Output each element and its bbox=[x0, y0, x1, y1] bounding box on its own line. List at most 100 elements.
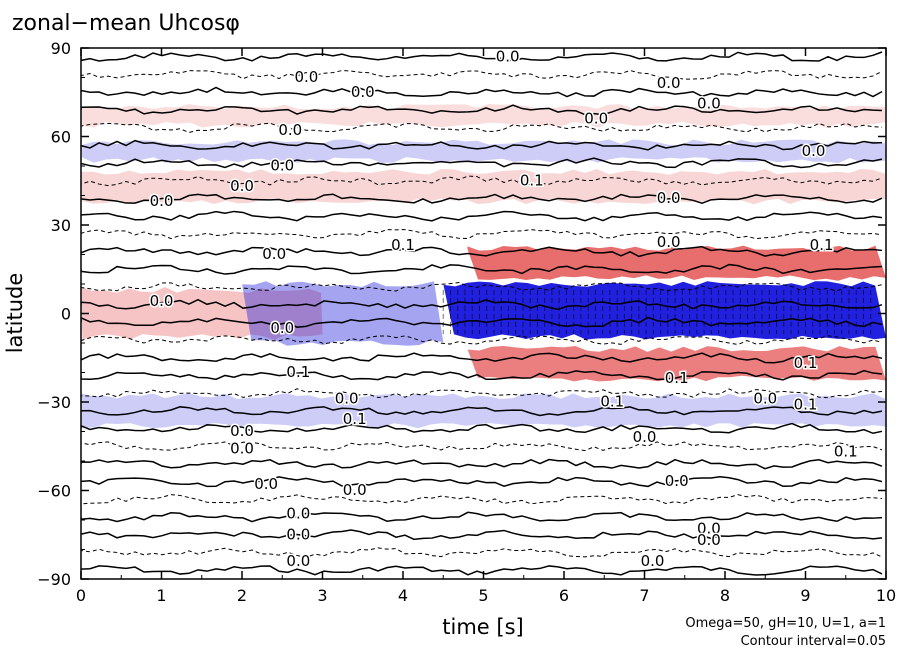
contour-label: 0.0 bbox=[278, 121, 302, 139]
x-tick-label: 4 bbox=[398, 586, 408, 605]
contour-label: 0.0 bbox=[270, 157, 294, 175]
contour-label: 0.1 bbox=[391, 236, 415, 254]
contour-label: 0.0 bbox=[753, 390, 777, 408]
negative-band bbox=[242, 281, 444, 346]
x-axis-label: time [s] bbox=[442, 615, 523, 639]
contour-line bbox=[81, 316, 883, 328]
contour-line bbox=[81, 157, 883, 169]
contour-label: 0.0 bbox=[697, 95, 721, 113]
contour-label: 0.0 bbox=[286, 505, 310, 523]
contour-line bbox=[81, 229, 883, 240]
contour-line bbox=[81, 406, 883, 417]
contour-label: 0.1 bbox=[665, 369, 689, 387]
y-tick-label: 60 bbox=[51, 128, 71, 147]
x-tick-label: 9 bbox=[800, 586, 810, 605]
x-tick-label: 2 bbox=[237, 586, 247, 605]
contour-line bbox=[81, 475, 883, 488]
negative-band bbox=[81, 393, 886, 429]
contour-label: 0.0 bbox=[697, 519, 721, 537]
contour-line bbox=[81, 69, 883, 80]
contour-label: 0.0 bbox=[584, 109, 608, 127]
y-tick-label: 0 bbox=[61, 305, 71, 324]
x-tick-label: 8 bbox=[720, 586, 730, 605]
chart-title: zonal−mean Uhcosφ bbox=[12, 11, 240, 36]
x-tick-label: 5 bbox=[478, 586, 488, 605]
contour-line bbox=[81, 458, 883, 470]
contour-label: 0.0 bbox=[665, 472, 689, 490]
y-tick-label: 30 bbox=[51, 216, 71, 235]
x-tick-label: 6 bbox=[559, 586, 569, 605]
contour-label: 0.0 bbox=[150, 292, 174, 310]
contour-label: 0.1 bbox=[794, 395, 818, 413]
contour-line bbox=[81, 422, 883, 435]
x-tick-label: 7 bbox=[639, 586, 649, 605]
x-tick-label: 3 bbox=[317, 586, 327, 605]
contour-label: 0.0 bbox=[697, 531, 721, 549]
contour-line bbox=[81, 529, 883, 541]
contour-label: 0.0 bbox=[657, 189, 681, 207]
contour-label: 0.0 bbox=[641, 552, 665, 570]
contour-label: 0.1 bbox=[600, 393, 624, 411]
contour-line bbox=[81, 193, 883, 204]
contour-line bbox=[81, 547, 883, 558]
contour-label: 0.0 bbox=[633, 428, 657, 446]
contour-label: 0.1 bbox=[834, 443, 858, 461]
contour-label: 0.0 bbox=[351, 83, 375, 101]
y-tick-label: −90 bbox=[37, 570, 71, 589]
contour-label: 0.0 bbox=[230, 422, 254, 440]
contour-line bbox=[81, 511, 883, 523]
parameter-note: Omega=50, gH=10, U=1, a=1 bbox=[685, 616, 886, 631]
shading-layer bbox=[81, 104, 886, 429]
contour-line bbox=[81, 263, 883, 275]
contour-label: 0.1 bbox=[810, 236, 834, 254]
contour-label: 0.0 bbox=[657, 74, 681, 92]
contour-label: 0.0 bbox=[294, 68, 318, 86]
x-tick-label: 10 bbox=[876, 586, 896, 605]
contour-label: 0.0 bbox=[657, 233, 681, 251]
positive-band bbox=[81, 168, 886, 205]
contour-label: 0.1 bbox=[286, 363, 310, 381]
contour-line bbox=[81, 335, 883, 346]
contour-line bbox=[81, 352, 883, 364]
negative-band bbox=[81, 139, 886, 164]
x-tick-label: 0 bbox=[76, 586, 86, 605]
plot-area: 0.00.0 0.00.00.00.00.00.00.00.10.00.0 0.00… bbox=[81, 47, 886, 579]
x-tick-label: 1 bbox=[156, 586, 166, 605]
contour-label: 0.0 bbox=[335, 390, 359, 408]
y-tick-label: −60 bbox=[37, 482, 71, 501]
contour-line bbox=[81, 104, 883, 116]
contour-line bbox=[81, 210, 883, 222]
contour-label: 0.1 bbox=[343, 410, 367, 428]
contour-label: 0.0 bbox=[343, 481, 367, 499]
negative-band bbox=[443, 281, 886, 340]
contour-label: 0.1 bbox=[520, 171, 544, 189]
contour-line bbox=[81, 175, 883, 187]
contour-line bbox=[81, 565, 883, 576]
contour-line bbox=[81, 139, 883, 151]
x-axis: 0 1 2 3 4 5 6 7 8 9 10 bbox=[76, 48, 896, 605]
contour-label: 0.0 bbox=[262, 245, 286, 263]
y-tick-label: −30 bbox=[37, 393, 71, 412]
contour-label: 0.1 bbox=[794, 354, 818, 372]
contour-line bbox=[81, 298, 883, 311]
contour-label: 0.0 bbox=[254, 475, 278, 493]
contour-line bbox=[81, 51, 883, 63]
contour-label: 0.0 bbox=[286, 552, 310, 570]
contour-lines bbox=[81, 51, 883, 576]
contour-line bbox=[81, 369, 883, 381]
contour-label: 0.0 bbox=[286, 525, 310, 543]
contour-interval-note: Contour interval=0.05 bbox=[741, 634, 886, 649]
y-tick-label: 90 bbox=[51, 39, 71, 58]
contour-label: 0.0 bbox=[230, 177, 254, 195]
contour-line bbox=[81, 494, 883, 505]
contour-line bbox=[81, 245, 883, 258]
positive-band bbox=[81, 287, 323, 340]
contour-line bbox=[81, 441, 883, 452]
contour-label: 0.0 bbox=[270, 319, 294, 337]
contour-label: 0.0 bbox=[230, 440, 254, 458]
contour-line bbox=[81, 281, 883, 292]
contour-label: 0.0 bbox=[496, 47, 520, 65]
contour-line bbox=[81, 122, 883, 133]
contour-line bbox=[81, 86, 883, 98]
